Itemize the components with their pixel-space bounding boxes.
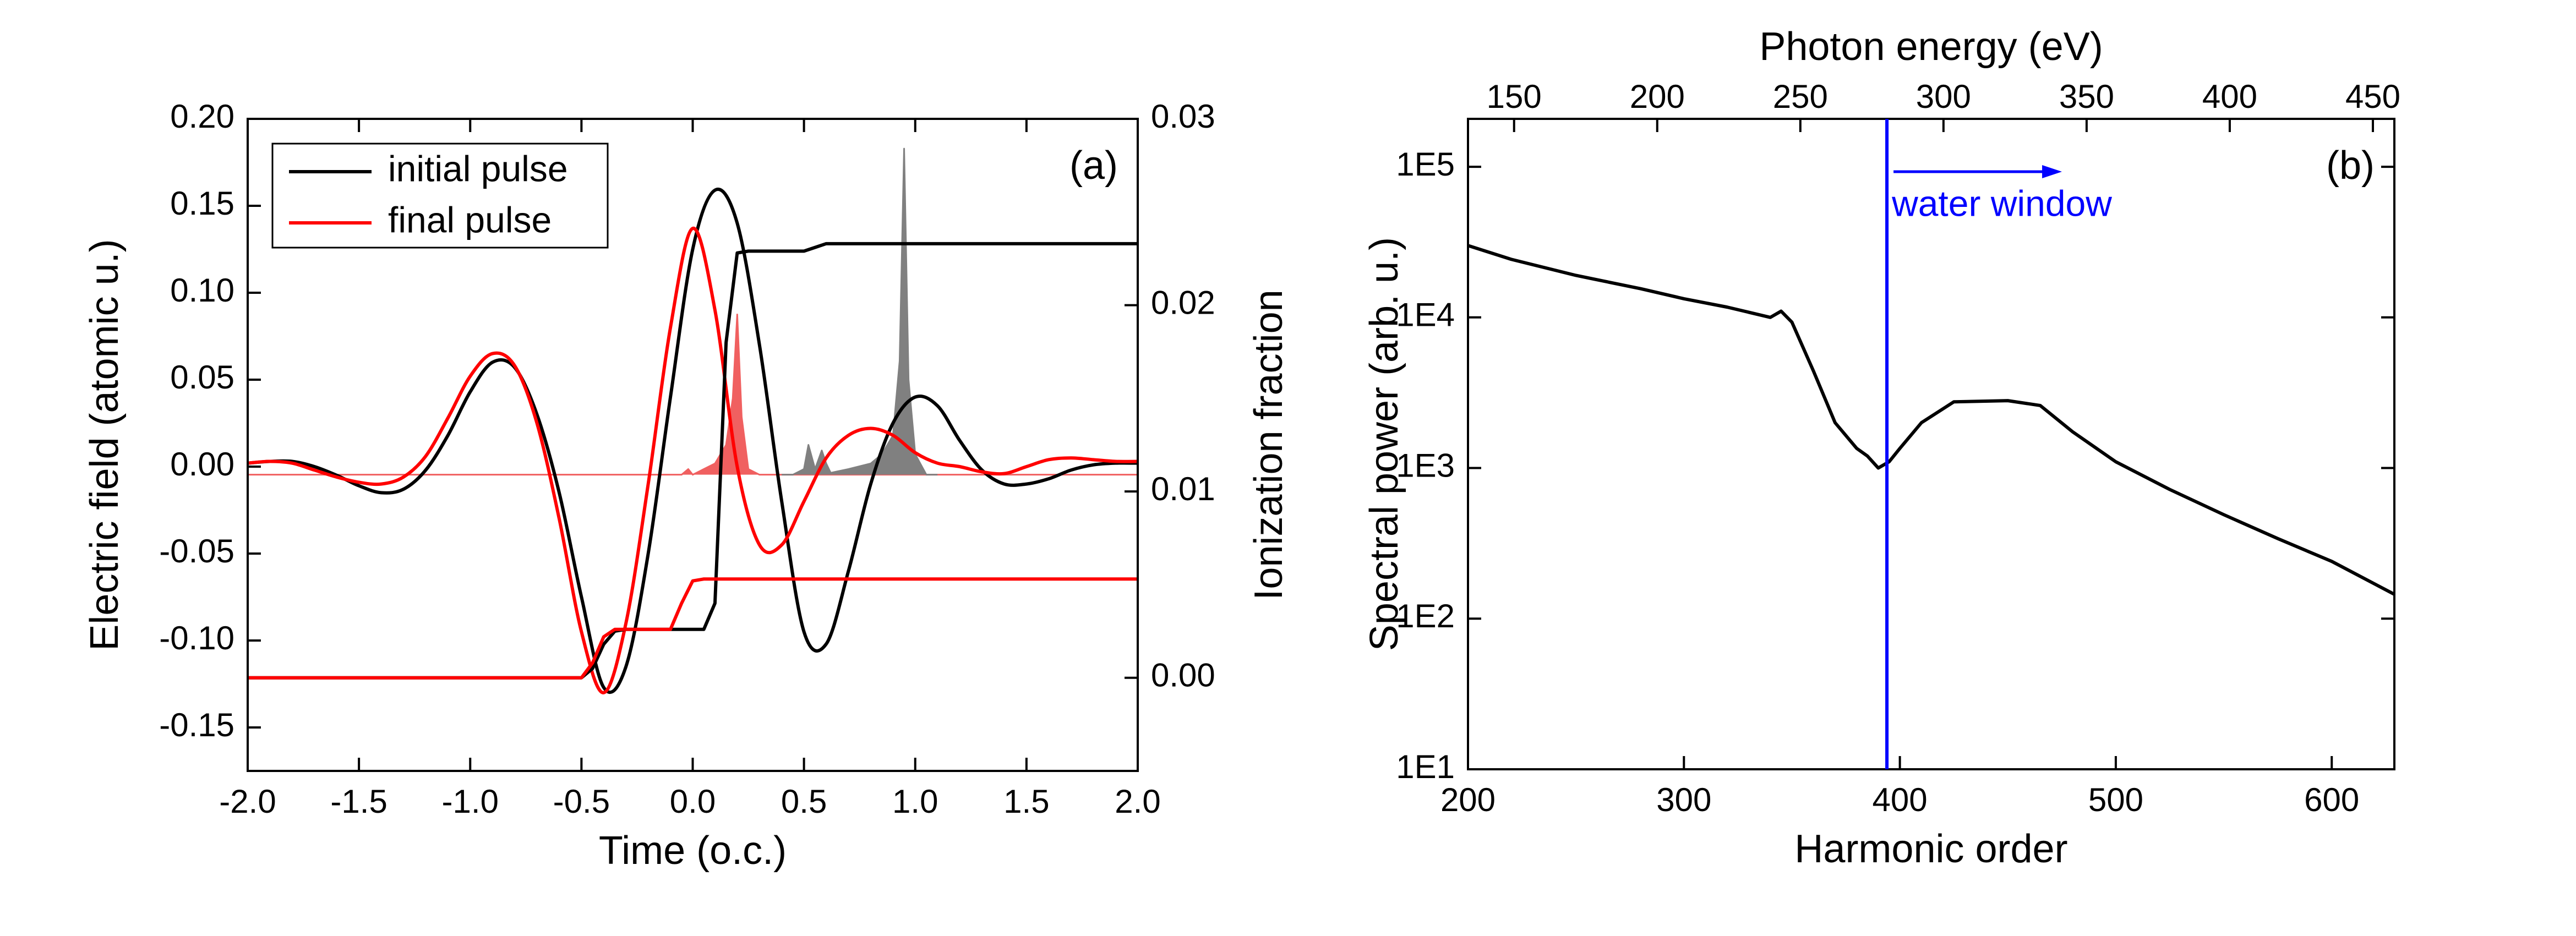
threshold-arrowhead [2042, 165, 2062, 178]
y-tick-label: -0.05 [159, 533, 234, 570]
area-series [248, 314, 1138, 476]
x-tick-label: 2.0 [1115, 783, 1160, 820]
y2-tick-label: 0.03 [1151, 98, 1215, 135]
y-tick-label: 0.05 [170, 359, 234, 396]
x2-tick-label: 450 [2345, 78, 2400, 115]
x2-tick-label: 400 [2202, 78, 2257, 115]
legend-label: final pulse [388, 199, 552, 240]
y-axis-label: Electric field (atomic u.) [83, 239, 127, 650]
line-series [1467, 244, 2395, 596]
x-tick-label: -0.5 [553, 783, 610, 820]
x-tick-label: -1.5 [330, 783, 387, 820]
x-tick-label: 200 [1440, 781, 1496, 818]
threshold-label: water window [1891, 183, 2112, 223]
x2-tick-label: 350 [2059, 78, 2114, 115]
plot-frame [1467, 118, 2395, 770]
y2-tick-label: 0.01 [1151, 470, 1215, 507]
x2-tick-label: 300 [1916, 78, 1971, 115]
x-tick-label: 1.0 [892, 783, 938, 820]
panel-label: (b) [2326, 144, 2375, 188]
y-tick-label: 0.00 [170, 446, 234, 483]
legend-box [271, 143, 609, 249]
y-tick-label: -0.15 [159, 707, 234, 743]
y-tick-label: 1E4 [1396, 297, 1455, 333]
y-tick-label: 1E1 [1396, 748, 1455, 785]
x-axis-label: Harmonic order [1794, 827, 2067, 871]
panel-label: (a) [1069, 144, 1118, 188]
y-tick-label: 0.15 [170, 185, 234, 222]
area-series [782, 147, 938, 476]
y2-tick-label: 0.00 [1151, 657, 1215, 694]
y-tick-label: -0.10 [159, 620, 234, 656]
line-series [248, 577, 1138, 680]
x-tick-label: -2.0 [219, 783, 276, 820]
x-tick-label: 500 [2088, 781, 2143, 818]
line-series [247, 227, 1138, 694]
y2-axis-label: Ionization fraction [1247, 289, 1291, 600]
x-tick-label: -1.0 [442, 783, 499, 820]
y-tick-label: 0.20 [170, 98, 234, 135]
x2-axis-label: Photon energy (eV) [1759, 25, 2103, 69]
x-tick-label: 400 [1873, 781, 1928, 818]
x-tick-label: 300 [1656, 781, 1711, 818]
y-tick-label: 1E2 [1396, 598, 1455, 634]
x2-tick-label: 200 [1630, 78, 1685, 115]
y-tick-label: 1E3 [1396, 447, 1455, 484]
x2-tick-label: 250 [1773, 78, 1828, 115]
y-tick-label: 0.10 [170, 272, 234, 309]
y-axis-label: Spectral power (arb. u.) [1362, 237, 1406, 651]
x2-tick-label: 150 [1487, 78, 1542, 115]
x-tick-label: 600 [2304, 781, 2359, 818]
x-tick-label: 0.0 [670, 783, 716, 820]
x-tick-label: 1.5 [1003, 783, 1049, 820]
line-series [248, 242, 1138, 680]
legend-label: initial pulse [388, 148, 568, 189]
x-tick-label: 0.5 [781, 783, 827, 820]
y2-tick-label: 0.02 [1151, 284, 1215, 321]
line-series [247, 188, 1138, 694]
x-axis-label: Time (o.c.) [599, 829, 787, 873]
y-tick-label: 1E5 [1396, 146, 1455, 183]
